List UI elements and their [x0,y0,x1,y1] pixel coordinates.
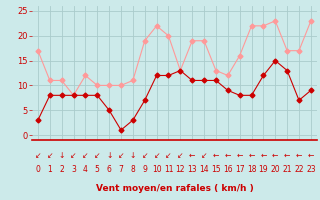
Text: 8: 8 [131,165,135,174]
Text: ←: ← [189,151,196,160]
Text: ↙: ↙ [70,151,77,160]
Text: 20: 20 [270,165,280,174]
Text: ↓: ↓ [59,151,65,160]
Text: 7: 7 [119,165,124,174]
Text: ↙: ↙ [94,151,100,160]
Text: ↙: ↙ [177,151,184,160]
Text: ↙: ↙ [118,151,124,160]
Text: ←: ← [248,151,255,160]
Text: 6: 6 [107,165,112,174]
Text: 23: 23 [306,165,316,174]
Text: 11: 11 [164,165,173,174]
Text: ↙: ↙ [165,151,172,160]
Text: ↓: ↓ [130,151,136,160]
Text: ←: ← [225,151,231,160]
Text: Vent moyen/en rafales ( km/h ): Vent moyen/en rafales ( km/h ) [96,184,253,193]
Text: ↙: ↙ [47,151,53,160]
Text: 3: 3 [71,165,76,174]
Text: 22: 22 [294,165,304,174]
Text: ↓: ↓ [106,151,112,160]
Text: ←: ← [308,151,314,160]
Text: 18: 18 [247,165,256,174]
Text: ←: ← [236,151,243,160]
Text: 9: 9 [142,165,147,174]
Text: ↙: ↙ [153,151,160,160]
Text: ↙: ↙ [141,151,148,160]
Text: ←: ← [284,151,290,160]
Text: 10: 10 [152,165,161,174]
Text: 5: 5 [95,165,100,174]
Text: 21: 21 [282,165,292,174]
Text: ←: ← [213,151,219,160]
Text: 15: 15 [211,165,221,174]
Text: ↙: ↙ [82,151,89,160]
Text: ←: ← [296,151,302,160]
Text: 14: 14 [199,165,209,174]
Text: 2: 2 [59,165,64,174]
Text: 4: 4 [83,165,88,174]
Text: 12: 12 [176,165,185,174]
Text: ←: ← [260,151,267,160]
Text: ←: ← [272,151,278,160]
Text: 19: 19 [259,165,268,174]
Text: 17: 17 [235,165,244,174]
Text: 16: 16 [223,165,233,174]
Text: 0: 0 [36,165,40,174]
Text: ↙: ↙ [35,151,41,160]
Text: ↙: ↙ [201,151,207,160]
Text: 13: 13 [188,165,197,174]
Text: 1: 1 [47,165,52,174]
